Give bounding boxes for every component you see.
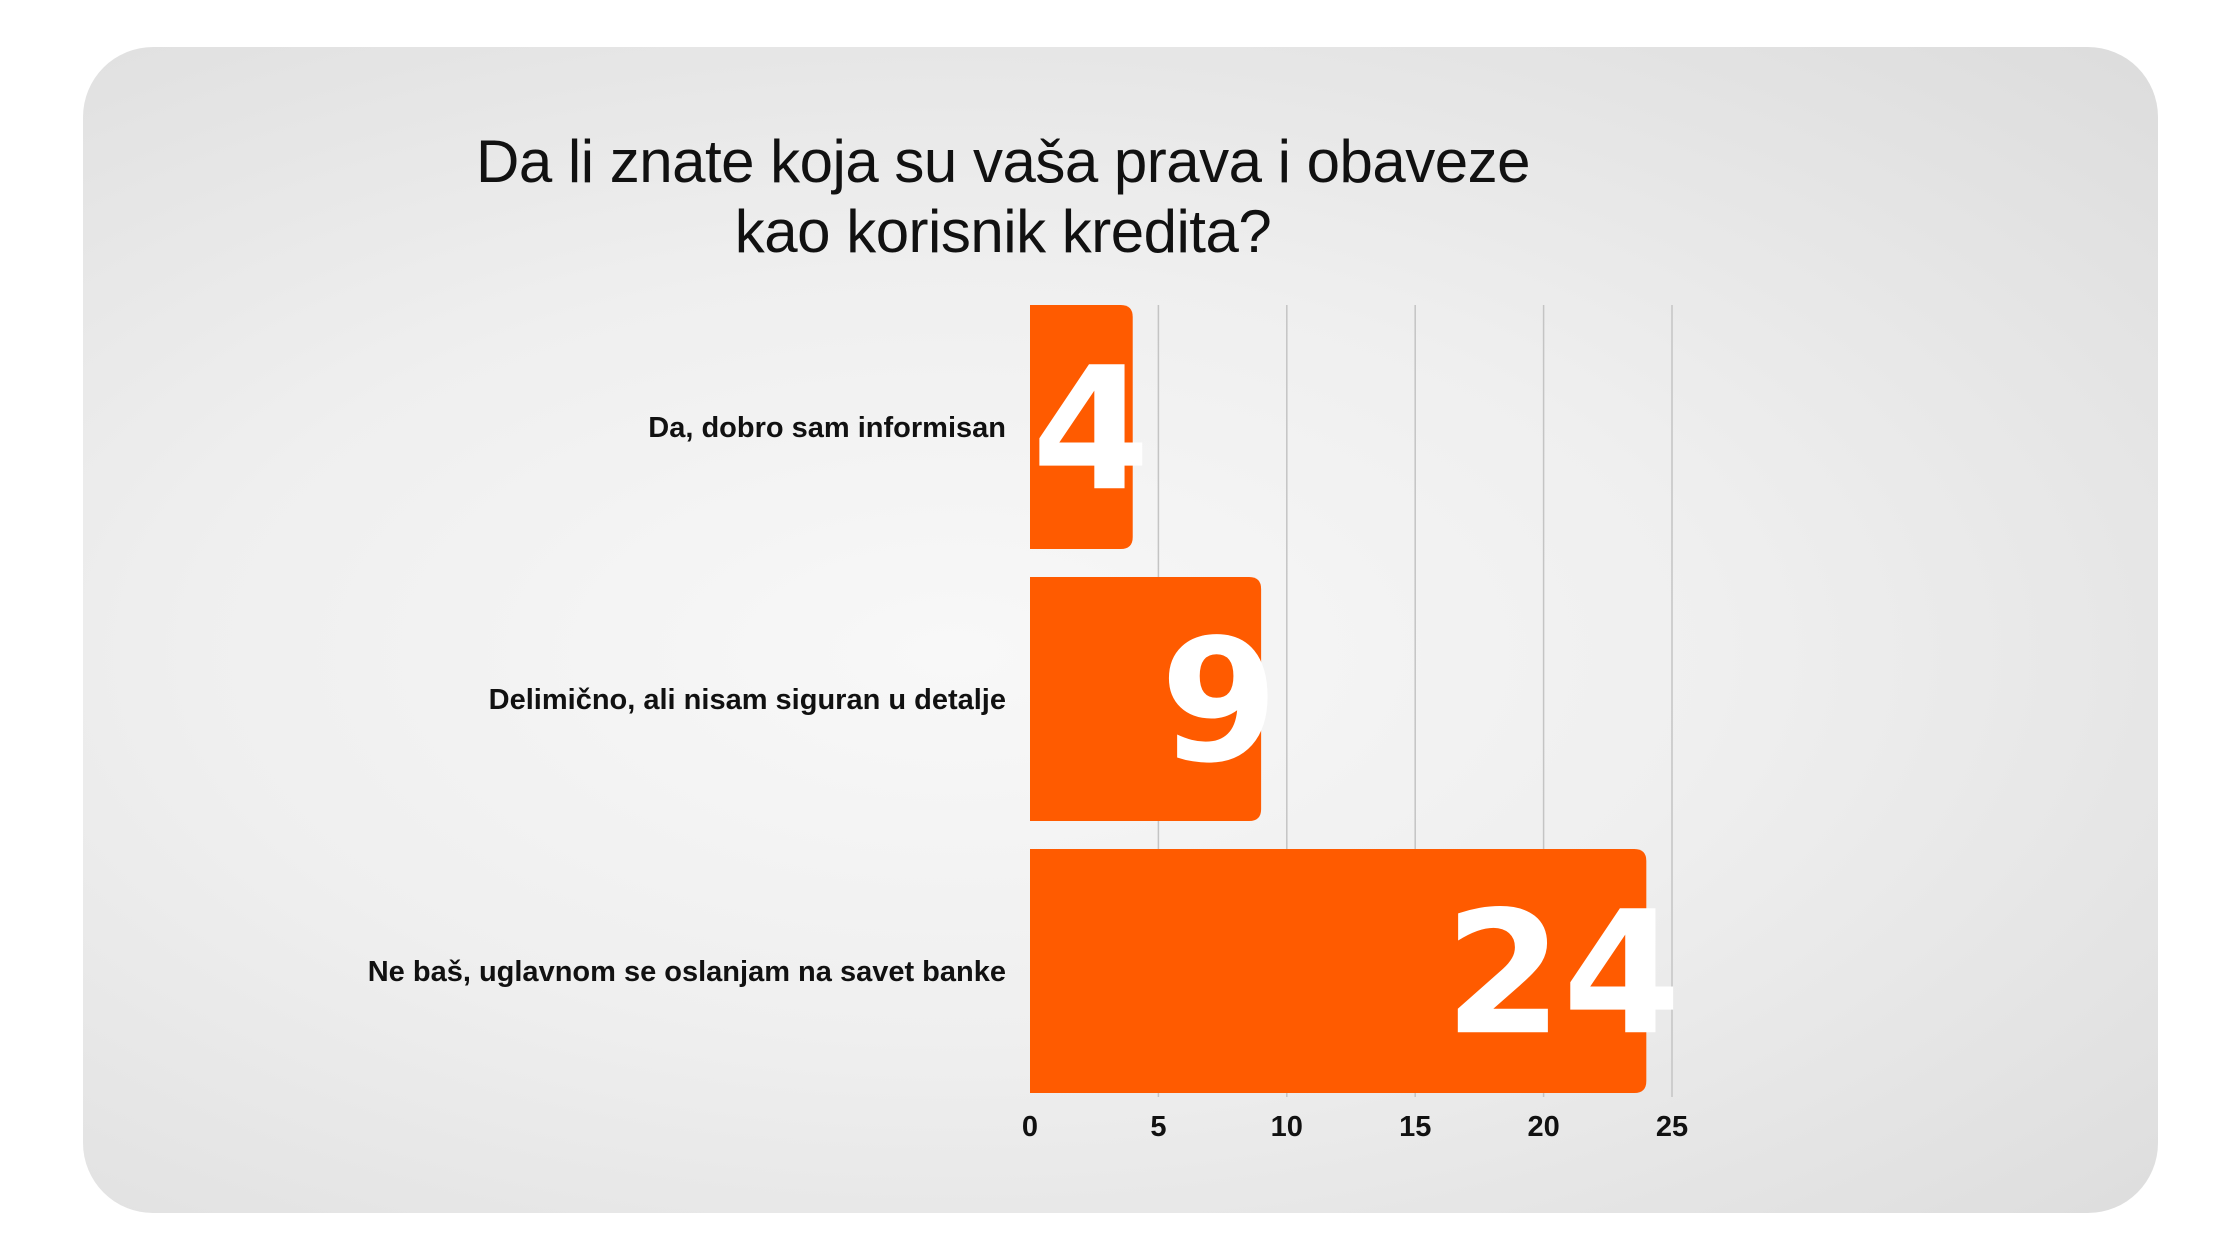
category-label: Da, dobro sam informisan xyxy=(648,412,1006,444)
bars: 49 24 xyxy=(1030,305,1681,1093)
category-label: Ne baš, uglavnom se oslanjam na savet ba… xyxy=(368,956,1006,988)
x-tick-label: 10 xyxy=(1271,1111,1303,1143)
bar-value-label: 9 xyxy=(1160,603,1278,801)
x-tick-label: 20 xyxy=(1527,1111,1559,1143)
bar xyxy=(1030,577,1262,821)
chart-title-line-1: Da li znate koja su vaša prava i obaveze xyxy=(476,128,1530,195)
chart-title: Da li znate koja su vaša prava i obaveze… xyxy=(83,127,1923,267)
x-tick-label: 5 xyxy=(1150,1111,1166,1143)
chart-card: Da li znate koja su vaša prava i obaveze… xyxy=(83,47,2158,1213)
x-tick-label: 15 xyxy=(1399,1111,1431,1143)
chart-title-line-2: kao korisnik kredita? xyxy=(734,198,1272,265)
bar xyxy=(1030,305,1133,549)
x-axis-ticks: 0 5 10 15 20 25 xyxy=(1022,1111,1688,1143)
category-label: Delimično, ali nisam siguran u detalje xyxy=(489,684,1006,716)
bar-value-label: 4 xyxy=(1032,331,1150,529)
bar-chart: 49 24 Da, dobro sam informisan Delimično, … xyxy=(368,305,1688,1143)
bar xyxy=(1030,849,1647,1093)
bar-value-label: 24 xyxy=(1444,875,1681,1073)
x-tick-label: 25 xyxy=(1656,1111,1688,1143)
x-tick-label: 0 xyxy=(1022,1111,1038,1143)
category-labels: Da, dobro sam informisan Delimično, ali n… xyxy=(368,412,1006,988)
